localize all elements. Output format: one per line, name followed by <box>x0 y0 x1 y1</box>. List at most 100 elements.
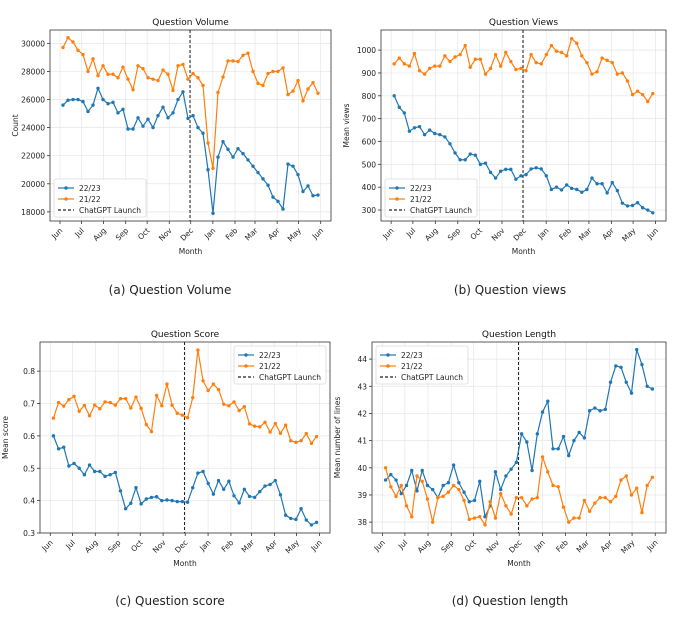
series-line-21-22 <box>52 349 318 445</box>
data-point <box>311 80 315 85</box>
x-tick-label: May <box>619 538 637 556</box>
data-point <box>582 498 587 503</box>
data-point <box>81 52 85 57</box>
data-point <box>514 67 518 72</box>
data-point <box>87 463 92 467</box>
data-point <box>534 166 538 170</box>
data-point <box>646 99 650 104</box>
data-point <box>67 397 71 402</box>
data-point <box>514 460 519 465</box>
data-point <box>304 518 308 522</box>
chart-1: 18000 20000 22000 24000 26000 28000 30000 Jun Ju… <box>11 18 332 256</box>
data-point <box>402 62 407 66</box>
data-point <box>417 68 422 73</box>
data-point <box>201 379 205 383</box>
data-point <box>211 211 215 215</box>
data-point <box>458 52 462 57</box>
data-point <box>56 400 61 405</box>
data-point <box>544 174 549 178</box>
data-point <box>625 204 630 208</box>
x-tick-label: Nov <box>157 226 174 243</box>
data-point <box>443 135 447 139</box>
data-point <box>575 187 579 192</box>
data-point <box>185 416 190 420</box>
data-point <box>535 495 540 500</box>
axes-frame <box>380 29 667 222</box>
y-tick-label: 500 <box>362 160 377 169</box>
data-point <box>448 59 452 64</box>
data-point <box>278 493 283 497</box>
data-point <box>191 485 195 490</box>
data-point <box>458 158 462 162</box>
data-point <box>129 501 133 505</box>
data-point <box>106 72 110 76</box>
data-point <box>530 468 534 473</box>
data-point <box>410 468 414 473</box>
data-point <box>651 211 655 215</box>
data-point <box>141 66 145 71</box>
data-point <box>577 430 581 435</box>
data-point <box>129 406 133 410</box>
data-point <box>534 60 538 65</box>
legend-box <box>375 345 469 385</box>
data-point <box>71 40 75 44</box>
data-point <box>420 479 424 484</box>
data-point <box>118 396 123 401</box>
x-axis-label: Month <box>179 247 203 256</box>
data-point <box>160 404 164 408</box>
data-point <box>433 64 437 68</box>
chart-4: 38 39 40 41 42 43 44 Jun Jul Aug Sep Oct Nov Dec Jan Fe… <box>333 330 667 568</box>
data-point <box>161 68 165 72</box>
data-point <box>453 55 457 59</box>
data-point <box>448 142 452 146</box>
data-point <box>404 504 409 508</box>
data-point <box>268 482 272 487</box>
data-point <box>146 76 150 80</box>
data-point <box>451 483 456 488</box>
data-point <box>525 504 529 508</box>
x-tick-label: Mar <box>243 225 260 242</box>
legend-marker <box>395 186 399 190</box>
chart-title: Question Views <box>489 18 558 28</box>
data-point <box>478 162 483 167</box>
x-tick-label: Jul <box>404 226 417 239</box>
data-point <box>488 66 493 71</box>
data-point <box>306 184 310 188</box>
data-point <box>498 487 503 492</box>
data-point <box>236 59 240 64</box>
x-tick-label: Jul <box>396 538 409 551</box>
data-point <box>261 177 265 181</box>
y-tick-label: 42 <box>357 409 367 418</box>
data-point <box>651 91 655 96</box>
data-point <box>126 77 130 81</box>
data-point <box>383 478 388 482</box>
data-point <box>299 507 303 511</box>
y-tick-label: 18000 <box>21 208 45 217</box>
data-point <box>580 54 584 58</box>
x-tick-label: Jun <box>645 226 661 242</box>
data-point <box>154 495 159 499</box>
y-tick-label: 1000 <box>357 46 376 55</box>
data-point <box>446 481 451 485</box>
data-point <box>524 68 528 73</box>
data-point <box>585 187 589 192</box>
data-point <box>415 489 419 493</box>
data-point <box>108 473 112 477</box>
data-point <box>608 500 613 504</box>
data-point <box>519 174 523 178</box>
y-tick-label: 0.3 <box>23 529 35 538</box>
data-point <box>640 362 644 367</box>
data-point <box>572 438 576 443</box>
caption-a: (a) Question Volume <box>108 283 232 297</box>
x-tick-label: Jan <box>532 538 547 553</box>
data-point <box>625 79 630 83</box>
data-point <box>509 59 513 64</box>
data-point <box>425 483 430 488</box>
x-tick-label: Feb <box>224 226 240 242</box>
data-point <box>165 382 169 386</box>
data-point <box>170 498 174 503</box>
x-tick-label: Jun <box>372 538 388 554</box>
data-point <box>389 472 393 477</box>
data-point <box>453 151 457 155</box>
